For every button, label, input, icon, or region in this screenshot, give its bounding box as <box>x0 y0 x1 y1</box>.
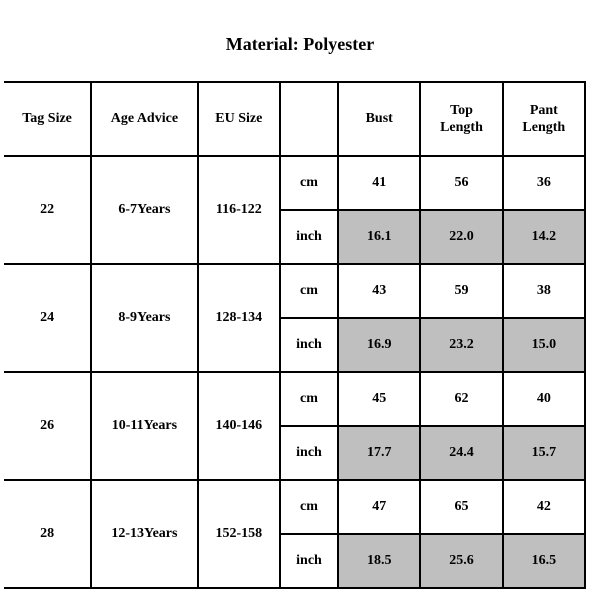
cell-bust-inch: 18.5 <box>338 534 420 588</box>
page: Material: Polyester Tag Size Age Advice … <box>0 0 600 600</box>
cell-eu-size: 152-158 <box>198 480 280 588</box>
cell-top-length-inch: 25.6 <box>420 534 502 588</box>
cell-pant-length-inch: 15.7 <box>503 426 585 480</box>
cell-age-advice: 6-7Years <box>91 156 198 264</box>
cell-pant-length-inch: 16.5 <box>503 534 585 588</box>
cell-top-length-cm: 59 <box>420 264 502 318</box>
cell-age-advice: 8-9Years <box>91 264 198 372</box>
table-row: 2812-13Years152-158cm476542 <box>4 480 585 534</box>
cell-bust-inch: 17.7 <box>338 426 420 480</box>
cell-top-length-inch: 24.4 <box>420 426 502 480</box>
col-unit-blank <box>280 82 338 156</box>
col-tag-size: Tag Size <box>4 82 91 156</box>
cell-tag-size: 22 <box>4 156 91 264</box>
cell-tag-size: 28 <box>4 480 91 588</box>
cell-bust-cm: 47 <box>338 480 420 534</box>
cell-age-advice: 12-13Years <box>91 480 198 588</box>
cell-unit-cm: cm <box>280 156 338 210</box>
cell-top-length-cm: 62 <box>420 372 502 426</box>
col-bust: Bust <box>338 82 420 156</box>
cell-tag-size: 26 <box>4 372 91 480</box>
table-row: 226-7Years116-122cm415636 <box>4 156 585 210</box>
col-top-length: Top Length <box>420 82 502 156</box>
size-table-wrapper: Tag Size Age Advice EU Size Bust Top Len… <box>0 81 600 589</box>
cell-bust-cm: 43 <box>338 264 420 318</box>
cell-bust-cm: 45 <box>338 372 420 426</box>
cell-pant-length-cm: 40 <box>503 372 585 426</box>
cell-unit-cm: cm <box>280 264 338 318</box>
col-top-length-label: Top Length <box>440 103 483 136</box>
cell-unit-inch: inch <box>280 534 338 588</box>
cell-tag-size: 24 <box>4 264 91 372</box>
cell-eu-size: 140-146 <box>198 372 280 480</box>
cell-eu-size: 116-122 <box>198 156 280 264</box>
col-age-advice: Age Advice <box>91 82 198 156</box>
cell-pant-length-cm: 36 <box>503 156 585 210</box>
table-row: 248-9Years128-134cm435938 <box>4 264 585 318</box>
cell-pant-length-cm: 38 <box>503 264 585 318</box>
cell-unit-inch: inch <box>280 426 338 480</box>
cell-bust-cm: 41 <box>338 156 420 210</box>
cell-top-length-cm: 56 <box>420 156 502 210</box>
cell-eu-size: 128-134 <box>198 264 280 372</box>
cell-unit-inch: inch <box>280 318 338 372</box>
cell-unit-inch: inch <box>280 210 338 264</box>
cell-bust-inch: 16.9 <box>338 318 420 372</box>
cell-pant-length-inch: 14.2 <box>503 210 585 264</box>
table-header-row: Tag Size Age Advice EU Size Bust Top Len… <box>4 82 585 156</box>
cell-top-length-inch: 22.0 <box>420 210 502 264</box>
page-title: Material: Polyester <box>0 34 600 55</box>
cell-bust-inch: 16.1 <box>338 210 420 264</box>
col-eu-size: EU Size <box>198 82 280 156</box>
cell-pant-length-inch: 15.0 <box>503 318 585 372</box>
table-body: 226-7Years116-122cm415636inch16.122.014.… <box>4 156 585 588</box>
cell-top-length-cm: 65 <box>420 480 502 534</box>
cell-age-advice: 10-11Years <box>91 372 198 480</box>
cell-pant-length-cm: 42 <box>503 480 585 534</box>
cell-unit-cm: cm <box>280 372 338 426</box>
cell-unit-cm: cm <box>280 480 338 534</box>
table-row: 2610-11Years140-146cm456240 <box>4 372 585 426</box>
col-pant-length-label: Pant Length <box>522 103 565 136</box>
cell-top-length-inch: 23.2 <box>420 318 502 372</box>
col-pant-length: Pant Length <box>503 82 585 156</box>
size-table: Tag Size Age Advice EU Size Bust Top Len… <box>4 81 586 589</box>
